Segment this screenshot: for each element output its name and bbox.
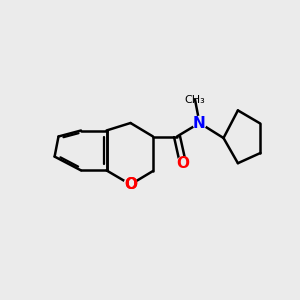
Text: N: N	[193, 116, 206, 130]
Circle shape	[176, 157, 190, 170]
Text: O: O	[124, 177, 137, 192]
Text: CH₃: CH₃	[184, 94, 206, 105]
Circle shape	[124, 178, 137, 191]
Text: O: O	[124, 177, 137, 192]
Text: O: O	[176, 156, 190, 171]
Circle shape	[193, 116, 206, 130]
